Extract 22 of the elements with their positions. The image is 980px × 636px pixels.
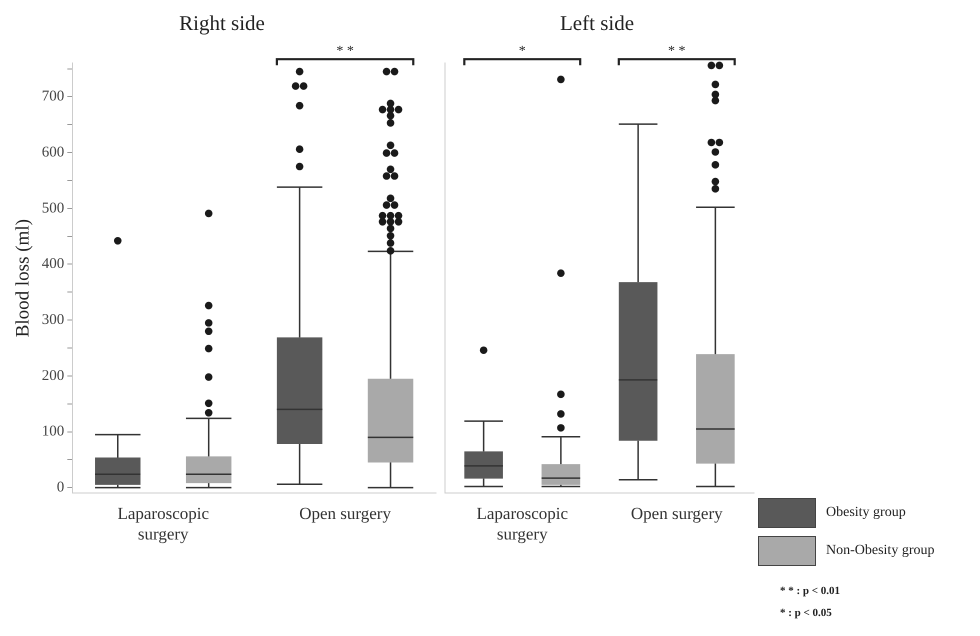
y-tick-label: 600: [42, 144, 64, 160]
x-tick-label: Laparoscopic surgery: [476, 504, 568, 544]
x-tick-label: Open surgery: [299, 504, 392, 523]
y-tick-label: 400: [42, 256, 64, 272]
x-tick-label: Laparoscopic surgery: [117, 504, 210, 544]
text: * *: [336, 44, 354, 59]
text: * *: [668, 44, 686, 59]
y-tick-label: 100: [42, 424, 64, 440]
text: * * : p < 0.01: [780, 584, 842, 599]
text: * : p < 0.05: [780, 606, 833, 621]
text: *: [518, 44, 526, 59]
y-tick-label: 0: [56, 480, 64, 496]
y-axis-title: Blood loss (ml): [12, 219, 34, 338]
legend-label: Obesity group: [826, 505, 906, 521]
chart-title: Right side: [179, 11, 265, 36]
y-tick-label: 300: [42, 312, 64, 328]
chart-title: Left side: [560, 11, 634, 36]
y-tick-label: 700: [42, 88, 64, 105]
legend-label: Non-Obesity group: [826, 543, 934, 559]
y-tick-label: 200: [42, 368, 64, 384]
x-tick-label: Open surgery: [630, 504, 724, 523]
y-tick-label: 500: [42, 200, 64, 216]
